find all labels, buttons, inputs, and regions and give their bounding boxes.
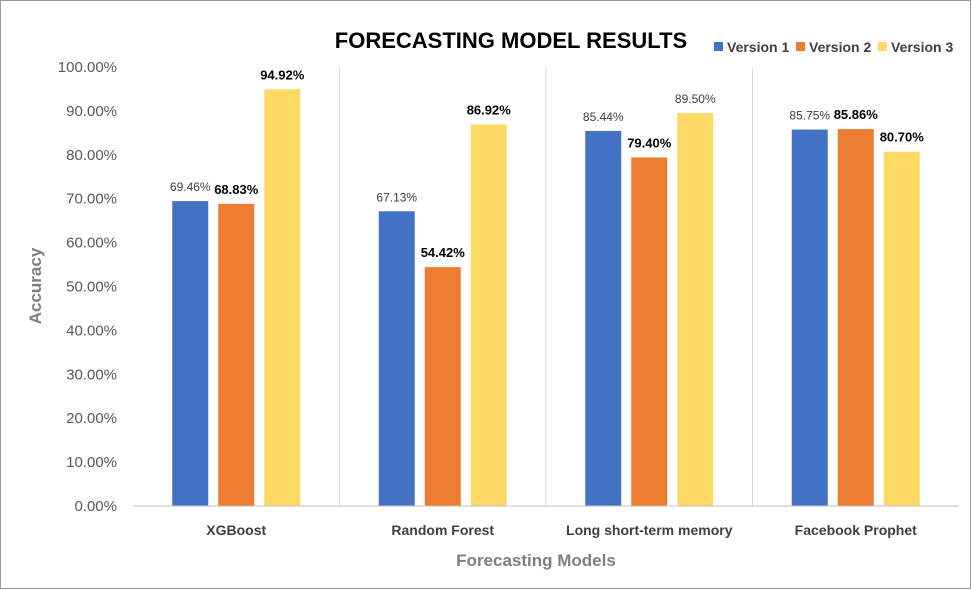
- legend-label: Version 3: [891, 39, 953, 55]
- data-labels: 69.46% 68.83% 94.92% 67.13% 54.42% 86.92% 85.4…: [170, 67, 924, 260]
- data-label: 79.40%: [627, 135, 672, 150]
- y-tick-label: 80.00%: [66, 147, 117, 164]
- y-tick-label: 90.00%: [66, 103, 117, 120]
- y-axis-ticks: 0.00% 10.00% 20.00% 30.00% 40.00% 50.00% 60.00…: [58, 59, 117, 515]
- bar-version-2: [631, 157, 668, 506]
- bar-version-1: [378, 211, 415, 506]
- data-label: 85.75%: [789, 109, 830, 123]
- y-tick-label: 30.00%: [66, 366, 117, 383]
- y-tick-label: 20.00%: [66, 410, 117, 427]
- legend-label: Version 2: [809, 39, 871, 55]
- x-tick-label: Facebook Prophet: [795, 522, 917, 538]
- bar-version-3: [883, 151, 920, 507]
- bar-version-2: [424, 267, 461, 506]
- y-axis-title: Accuracy: [26, 247, 45, 324]
- y-tick-label: 50.00%: [66, 279, 117, 296]
- data-label: 80.70%: [880, 130, 925, 145]
- legend-swatch: [714, 42, 723, 51]
- y-tick-label: 0.00%: [74, 498, 117, 515]
- x-tick-label: XGBoost: [206, 522, 266, 538]
- data-label: 94.92%: [260, 67, 305, 82]
- chart-title: FORECASTING MODEL RESULTS: [335, 28, 687, 53]
- category-separators: [339, 67, 753, 506]
- bar-version-1: [585, 130, 622, 506]
- bar-version-3: [264, 89, 301, 506]
- y-tick-label: 40.00%: [66, 322, 117, 339]
- legend-label: Version 1: [727, 39, 789, 55]
- x-tick-label: Random Forest: [391, 522, 494, 538]
- data-label: 69.46%: [170, 180, 211, 194]
- bar-version-1: [791, 129, 828, 506]
- bar-version-3: [677, 113, 714, 506]
- bar-version-1: [172, 201, 209, 506]
- x-axis-category-labels: XGBoost Random Forest Long short-term memo…: [206, 522, 917, 538]
- data-label: 89.50%: [675, 92, 716, 106]
- data-label: 68.83%: [214, 182, 259, 197]
- legend-swatch: [796, 42, 805, 51]
- y-tick-label: 10.00%: [66, 454, 117, 471]
- legend-swatch: [878, 42, 887, 51]
- data-label: 86.92%: [467, 102, 512, 117]
- x-tick-label: Long short-term memory: [566, 522, 733, 538]
- bar-version-3: [470, 124, 507, 506]
- bar-version-2: [218, 203, 255, 506]
- y-tick-label: 60.00%: [66, 235, 117, 252]
- chart-legend: Version 1 Version 2 Version 3: [714, 39, 953, 55]
- y-tick-label: 100.00%: [58, 59, 117, 76]
- y-tick-label: 70.00%: [66, 191, 117, 208]
- data-label: 54.42%: [421, 245, 466, 260]
- data-label: 85.86%: [834, 107, 879, 122]
- data-label: 67.13%: [376, 190, 417, 204]
- x-axis-title: Forecasting Models: [456, 551, 616, 570]
- bar-version-2: [837, 129, 874, 507]
- bars: [172, 89, 920, 507]
- data-label: 85.44%: [583, 110, 624, 124]
